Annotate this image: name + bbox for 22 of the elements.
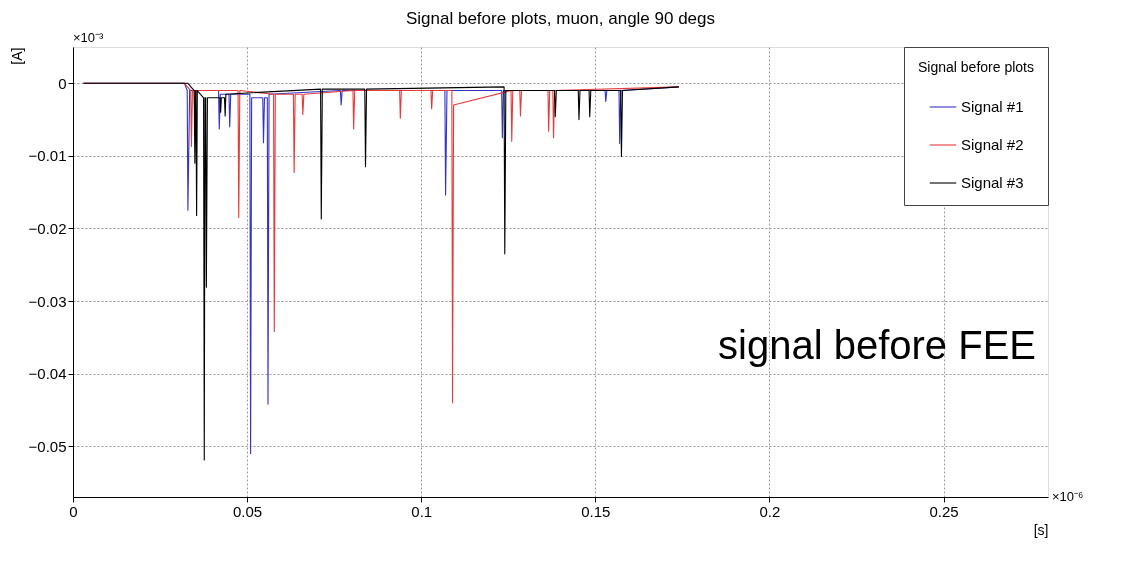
legend-title: Signal before plots [918,59,1034,75]
x-tick-label: 0.2 [759,502,781,520]
x-tick-label: 0 [69,502,78,520]
x-tick-label: 0.15 [581,502,611,520]
x-tick-label: 0.25 [929,502,959,520]
y-tick-label: −0.03 [28,292,67,310]
legend-label: Signal #1 [961,98,1024,115]
y-tick-label: −0.01 [28,147,67,165]
legend-label: Signal #2 [961,136,1024,153]
y-tick-label: −0.04 [28,365,67,383]
legend-label: Signal #3 [961,174,1024,191]
chart-title: Signal before plots, muon, angle 90 degs [405,9,716,28]
y-tick-label: 0 [58,74,67,92]
y-tick-label: −0.05 [28,437,67,455]
y-axis-title: [A] [8,47,25,65]
y-tick-label: −0.02 [28,219,67,237]
text: ×10⁻³ [73,30,105,45]
x-axis-title: [s] [1033,521,1049,538]
x-tick-label: 0.1 [411,502,433,520]
text: ×10⁻⁶ [1052,489,1084,504]
x-tick-label: 0.05 [233,502,263,520]
annotation: signal before FEE [718,323,1036,368]
